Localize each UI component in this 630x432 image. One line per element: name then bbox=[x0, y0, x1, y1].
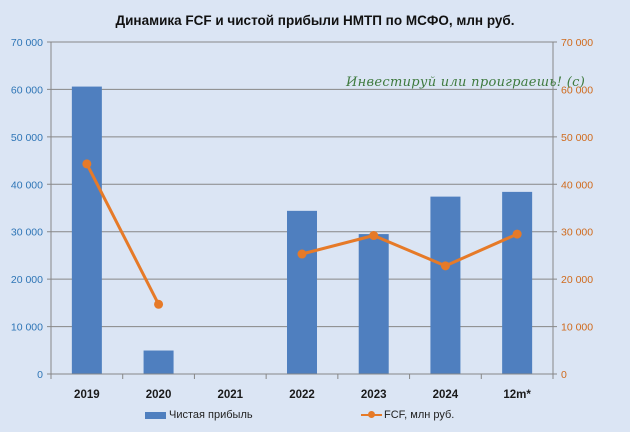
watermark-text: Инвестируй или проиграешь! (с) bbox=[346, 75, 586, 90]
x-axis-category-label: 2023 bbox=[361, 389, 387, 401]
fcf-marker bbox=[512, 229, 522, 239]
bar-net-profit bbox=[143, 350, 174, 374]
left-axis-tick-label: 60 000 bbox=[11, 84, 43, 96]
x-axis-category-label: 2019 bbox=[74, 389, 100, 401]
legend-item-fcf: FCF, млн руб. bbox=[361, 409, 454, 421]
left-axis-tick-label: 0 bbox=[37, 369, 43, 381]
right-axis-tick-label: 50 000 bbox=[561, 132, 593, 144]
x-axis-category-label: 12m* bbox=[503, 389, 531, 401]
right-axis-tick-label: 40 000 bbox=[561, 179, 593, 191]
right-axis-tick-label: 20 000 bbox=[561, 274, 593, 286]
x-axis-category-label: 2022 bbox=[289, 389, 315, 401]
bar-net-profit bbox=[430, 196, 461, 374]
right-axis-tick-label: 10 000 bbox=[561, 322, 593, 334]
fcf-marker bbox=[369, 231, 379, 241]
fcf-marker bbox=[82, 159, 92, 169]
fcf-line bbox=[300, 232, 519, 268]
bar-net-profit bbox=[287, 210, 317, 374]
legend-label-net-profit: Чистая прибыль bbox=[169, 409, 253, 421]
fcf-line bbox=[85, 162, 161, 306]
fcf-marker bbox=[154, 299, 164, 309]
bar-swatch-icon bbox=[145, 411, 166, 419]
x-axis-category-label: 2020 bbox=[146, 389, 172, 401]
chart-title: Динамика FCF и чистой прибыли НМТП по МС… bbox=[115, 13, 515, 28]
left-axis-tick-label: 50 000 bbox=[11, 132, 43, 144]
x-axis-category-label: 2024 bbox=[433, 389, 459, 401]
bar-net-profit bbox=[358, 234, 389, 374]
chart-legend: Чистая прибыль FCF, млн руб. bbox=[0, 409, 630, 425]
bar-net-profit bbox=[502, 191, 533, 374]
left-axis-tick-label: 10 000 bbox=[11, 322, 43, 334]
fcf-marker bbox=[297, 249, 307, 259]
right-axis-tick-label: 30 000 bbox=[561, 227, 593, 239]
right-axis-tick-label: 60 000 bbox=[561, 84, 593, 96]
legend-label-fcf: FCF, млн руб. bbox=[384, 409, 455, 421]
right-axis-tick-label: 70 000 bbox=[561, 37, 593, 49]
right-axis-tick-label: 0 bbox=[561, 369, 567, 381]
left-axis-tick-label: 30 000 bbox=[11, 227, 43, 239]
fcf-marker bbox=[440, 261, 450, 271]
left-axis-tick-label: 20 000 bbox=[11, 274, 43, 286]
left-axis-tick-label: 70 000 bbox=[11, 37, 43, 49]
line-marker-swatch-icon bbox=[361, 411, 382, 419]
x-axis-category-label: 2021 bbox=[217, 389, 243, 401]
left-axis-tick-label: 40 000 bbox=[11, 179, 43, 191]
bar-net-profit bbox=[71, 86, 102, 374]
legend-item-net-profit: Чистая прибыль bbox=[145, 409, 253, 421]
